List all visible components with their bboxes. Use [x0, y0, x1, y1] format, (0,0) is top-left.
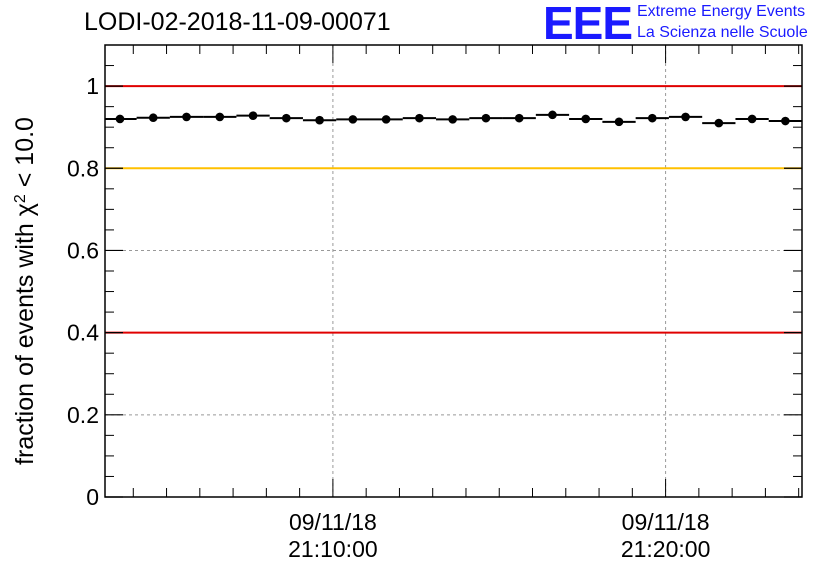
- data-point: [714, 118, 724, 128]
- y-tick-label: 1: [86, 73, 99, 99]
- data-point: [348, 115, 358, 124]
- data-point: [282, 113, 291, 123]
- y-tick-label: 0.4: [67, 320, 99, 346]
- logo-subtitle-2: La Scienza nelle Scuole: [637, 24, 808, 41]
- y-tick-label: 0.8: [67, 155, 99, 181]
- chart-title: LODI-02-2018-11-09-00071: [84, 8, 391, 36]
- data-point: [315, 115, 324, 125]
- data-point: [581, 114, 591, 124]
- data-point: [182, 112, 191, 122]
- plot-frame: [104, 44, 803, 498]
- data-point: [647, 113, 657, 123]
- data-point: [115, 114, 125, 124]
- eee-logo: EEE: [543, 0, 633, 49]
- data-point: [781, 116, 790, 126]
- x-tick-label-date: 09/11/18: [289, 509, 377, 535]
- x-tick-label-time: 21:20:00: [621, 536, 711, 562]
- y-axis-label-chi: χ: [11, 203, 39, 216]
- data-point: [614, 117, 624, 127]
- x-tick-label-time: 21:10:00: [288, 536, 378, 562]
- logo-subtitle-1: Extreme Energy Events: [637, 3, 806, 20]
- data-point: [747, 114, 757, 124]
- data-point: [448, 115, 457, 124]
- y-tick-label: 0: [86, 484, 99, 510]
- data-point: [381, 115, 391, 124]
- y-axis-label: fraction of events with χ2 < 10.0: [11, 117, 39, 465]
- data-point: [248, 111, 258, 120]
- data-point: [514, 113, 524, 123]
- y-axis-label-main: fraction of events with: [11, 216, 39, 465]
- y-tick-label: 0.2: [67, 402, 99, 428]
- data-point: [548, 110, 557, 120]
- y-tick-label: 0.6: [67, 237, 99, 263]
- data-point: [681, 112, 690, 122]
- data-point: [415, 113, 424, 123]
- data-point: [215, 112, 225, 122]
- y-axis-label-tail: < 10.0: [11, 117, 39, 194]
- data-point: [481, 113, 491, 123]
- x-tick-label-date: 09/11/18: [622, 509, 710, 535]
- data-point: [148, 113, 158, 123]
- y-axis-label-sup: 2: [12, 194, 29, 203]
